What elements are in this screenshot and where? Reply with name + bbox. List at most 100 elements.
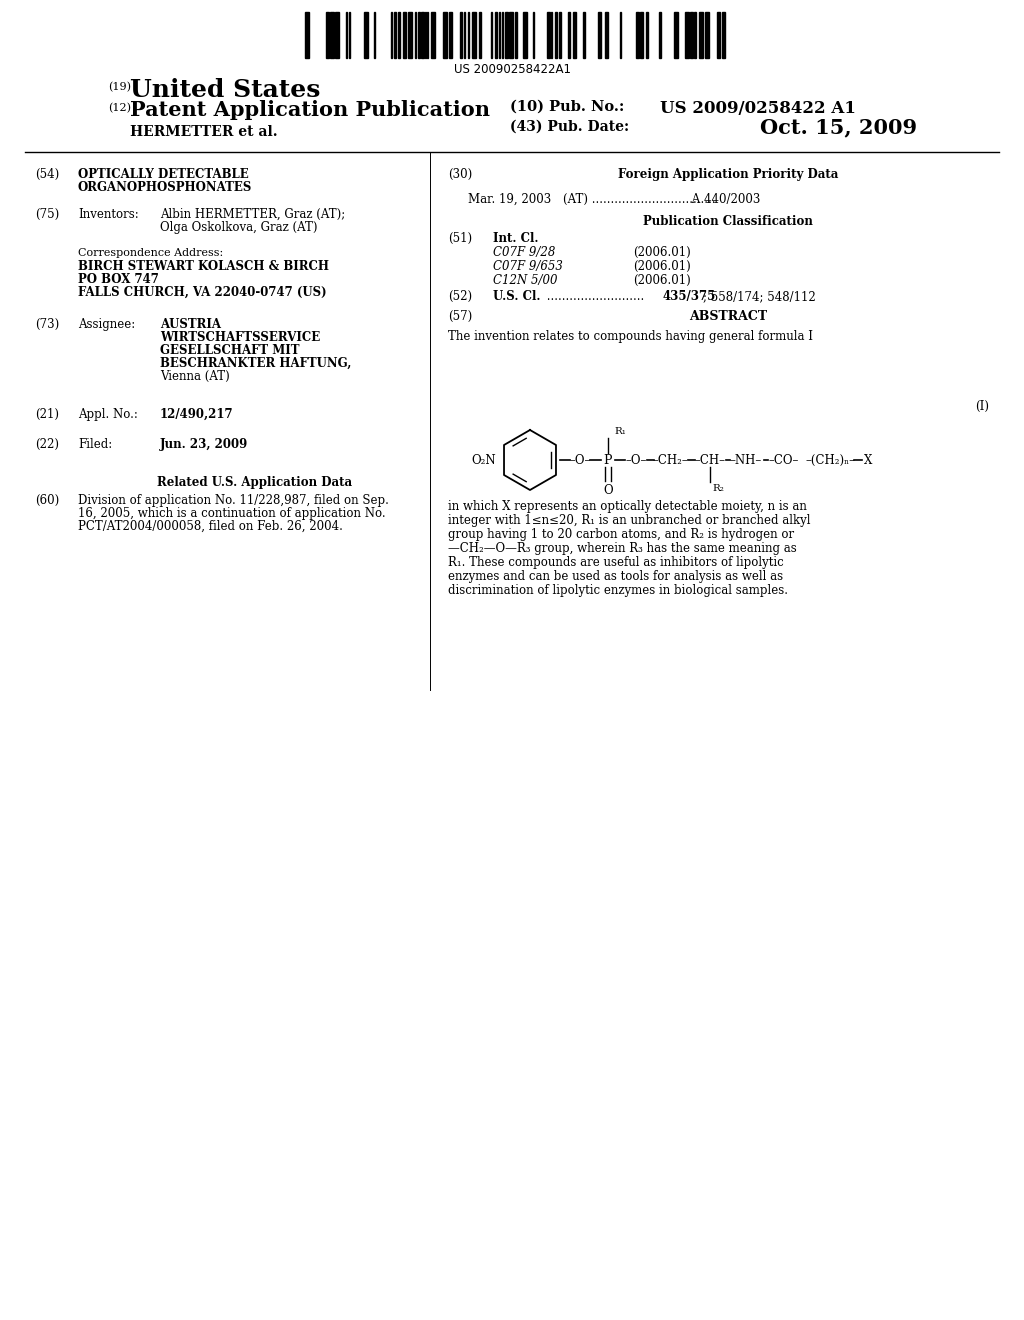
Bar bbox=[640, 12, 643, 58]
Bar bbox=[479, 12, 481, 58]
Text: (12): (12) bbox=[108, 103, 131, 114]
Bar bbox=[335, 12, 339, 58]
Text: P: P bbox=[604, 454, 612, 466]
Text: –NH–: –NH– bbox=[730, 454, 762, 466]
Bar bbox=[636, 12, 639, 58]
Text: Vienna (AT): Vienna (AT) bbox=[160, 370, 229, 383]
Bar bbox=[674, 12, 678, 58]
Bar bbox=[555, 12, 557, 58]
Text: C07F 9/653: C07F 9/653 bbox=[493, 260, 563, 273]
Bar bbox=[722, 12, 725, 58]
Text: R₁: R₁ bbox=[614, 426, 626, 436]
Text: C12N 5/00: C12N 5/00 bbox=[493, 275, 557, 286]
Text: ..........................: .......................... bbox=[543, 290, 644, 304]
Bar bbox=[559, 12, 561, 58]
Text: (2006.01): (2006.01) bbox=[633, 275, 691, 286]
Text: (51): (51) bbox=[449, 232, 472, 246]
Bar bbox=[690, 12, 693, 58]
Text: Related U.S. Application Data: Related U.S. Application Data bbox=[158, 477, 352, 488]
Bar bbox=[495, 12, 497, 58]
Text: ORGANOPHOSPHONATES: ORGANOPHOSPHONATES bbox=[78, 181, 252, 194]
Bar bbox=[364, 12, 368, 58]
Text: (21): (21) bbox=[35, 408, 59, 421]
Text: X: X bbox=[864, 454, 872, 466]
Bar bbox=[443, 12, 447, 58]
Bar bbox=[418, 12, 420, 58]
Bar bbox=[394, 12, 396, 58]
Text: 12/490,217: 12/490,217 bbox=[160, 408, 233, 421]
Bar bbox=[646, 12, 648, 58]
Text: –CH₂–: –CH₂– bbox=[652, 454, 688, 466]
Text: (2006.01): (2006.01) bbox=[633, 260, 691, 273]
Text: US 2009/0258422 A1: US 2009/0258422 A1 bbox=[660, 100, 856, 117]
Text: OPTICALLY DETECTABLE: OPTICALLY DETECTABLE bbox=[78, 168, 249, 181]
Bar bbox=[717, 12, 720, 58]
Text: C07F 9/28: C07F 9/28 bbox=[493, 246, 555, 259]
Text: Patent Application Publication: Patent Application Publication bbox=[130, 100, 490, 120]
Text: Mar. 19, 2003: Mar. 19, 2003 bbox=[468, 193, 551, 206]
Text: R₁. These compounds are useful as inhibitors of lipolytic: R₁. These compounds are useful as inhibi… bbox=[449, 556, 783, 569]
Bar bbox=[694, 12, 696, 58]
Text: BESCHRANKTER HAFTUNG,: BESCHRANKTER HAFTUNG, bbox=[160, 356, 351, 370]
Text: (52): (52) bbox=[449, 290, 472, 304]
Bar bbox=[515, 12, 517, 58]
Text: ABSTRACT: ABSTRACT bbox=[689, 310, 767, 323]
Text: —CH₂—O—R₃ group, wherein R₃ has the same meaning as: —CH₂—O—R₃ group, wherein R₃ has the same… bbox=[449, 543, 797, 554]
Bar bbox=[505, 12, 508, 58]
Text: (60): (60) bbox=[35, 494, 59, 507]
Bar bbox=[408, 12, 412, 58]
Text: group having 1 to 20 carbon atoms, and R₂ is hydrogen or: group having 1 to 20 carbon atoms, and R… bbox=[449, 528, 795, 541]
Text: Division of application No. 11/228,987, filed on Sep.: Division of application No. 11/228,987, … bbox=[78, 494, 389, 507]
Text: Publication Classification: Publication Classification bbox=[643, 215, 813, 228]
Bar bbox=[659, 12, 662, 58]
Bar bbox=[403, 12, 406, 58]
Text: (75): (75) bbox=[35, 209, 59, 220]
Text: enzymes and can be used as tools for analysis as well as: enzymes and can be used as tools for ana… bbox=[449, 570, 783, 583]
Bar bbox=[330, 12, 334, 58]
Text: The invention relates to compounds having general formula I: The invention relates to compounds havin… bbox=[449, 330, 813, 343]
Text: GESELLSCHAFT MIT: GESELLSCHAFT MIT bbox=[160, 345, 299, 356]
Text: WIRTSCHAFTSSERVICE: WIRTSCHAFTSSERVICE bbox=[160, 331, 321, 345]
Text: Jun. 23, 2009: Jun. 23, 2009 bbox=[160, 438, 248, 451]
Bar bbox=[326, 12, 329, 58]
Text: –CO–: –CO– bbox=[769, 454, 799, 466]
Text: (I): (I) bbox=[975, 400, 989, 413]
Text: Int. Cl.: Int. Cl. bbox=[493, 232, 539, 246]
Bar bbox=[472, 12, 476, 58]
Text: –O–: –O– bbox=[626, 454, 647, 466]
Text: HERMETTER et al.: HERMETTER et al. bbox=[130, 125, 278, 139]
Bar bbox=[398, 12, 400, 58]
Text: (10) Pub. No.:: (10) Pub. No.: bbox=[510, 100, 625, 114]
Text: ; 558/174; 548/112: ; 558/174; 548/112 bbox=[703, 290, 816, 304]
Text: O: O bbox=[603, 484, 612, 498]
Text: (AT) .................................: (AT) ................................. bbox=[548, 193, 716, 206]
Text: (73): (73) bbox=[35, 318, 59, 331]
Bar bbox=[431, 12, 435, 58]
Bar bbox=[305, 12, 309, 58]
Text: (54): (54) bbox=[35, 168, 59, 181]
Bar bbox=[568, 12, 570, 58]
Text: US 20090258422A1: US 20090258422A1 bbox=[454, 63, 570, 77]
Text: (30): (30) bbox=[449, 168, 472, 181]
Text: (22): (22) bbox=[35, 438, 59, 451]
Text: 16, 2005, which is a continuation of application No.: 16, 2005, which is a continuation of app… bbox=[78, 507, 386, 520]
Bar bbox=[583, 12, 585, 58]
Text: Filed:: Filed: bbox=[78, 438, 113, 451]
Text: –(CH₂)ₙ–: –(CH₂)ₙ– bbox=[805, 454, 855, 466]
Text: Appl. No.:: Appl. No.: bbox=[78, 408, 138, 421]
Bar bbox=[421, 12, 424, 58]
Text: PCT/AT2004/000058, filed on Feb. 26, 2004.: PCT/AT2004/000058, filed on Feb. 26, 200… bbox=[78, 520, 343, 533]
Text: Olga Oskolkova, Graz (AT): Olga Oskolkova, Graz (AT) bbox=[160, 220, 317, 234]
Bar bbox=[605, 12, 608, 58]
Text: A 440/2003: A 440/2003 bbox=[688, 193, 761, 206]
Text: Foreign Application Priority Data: Foreign Application Priority Data bbox=[617, 168, 839, 181]
Bar bbox=[705, 12, 709, 58]
Text: BIRCH STEWART KOLASCH & BIRCH: BIRCH STEWART KOLASCH & BIRCH bbox=[78, 260, 329, 273]
Text: (19): (19) bbox=[108, 82, 131, 92]
Bar bbox=[460, 12, 462, 58]
Bar bbox=[509, 12, 513, 58]
Text: Albin HERMETTER, Graz (AT);: Albin HERMETTER, Graz (AT); bbox=[160, 209, 345, 220]
Text: R₂: R₂ bbox=[712, 484, 724, 492]
Text: in which X represents an optically detectable moiety, n is an: in which X represents an optically detec… bbox=[449, 500, 807, 513]
Text: (43) Pub. Date:: (43) Pub. Date: bbox=[510, 120, 629, 135]
